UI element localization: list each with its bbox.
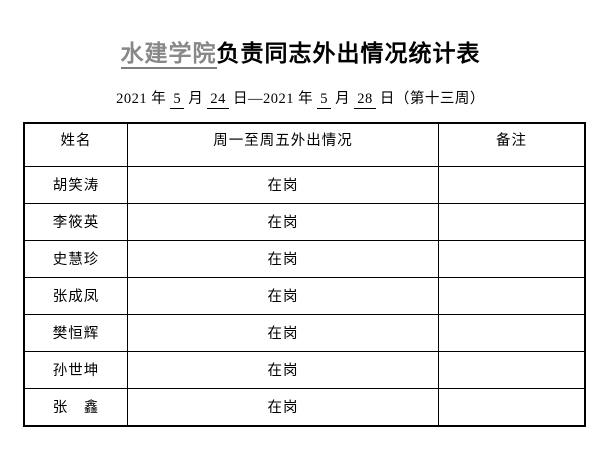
date-day-end: 28 xyxy=(354,90,376,109)
name-cell: 李筱英 xyxy=(23,202,128,241)
table-header-row: 姓名 周一至周五外出情况 备注 xyxy=(23,122,586,167)
status-cell: 在岗 xyxy=(127,165,439,204)
date-month-start: 5 xyxy=(170,90,185,109)
remark-cell xyxy=(438,276,586,315)
table-row: 李筱英 在岗 xyxy=(23,202,586,241)
remark-cell xyxy=(438,239,586,278)
page-title: 水建学院负责同志外出情况统计表 xyxy=(0,0,601,69)
table-row: 樊恒辉 在岗 xyxy=(23,313,586,352)
name-cell: 张成凤 xyxy=(23,276,128,315)
remark-cell xyxy=(438,202,586,241)
title-main: 负责同志外出情况统计表 xyxy=(216,41,481,66)
status-cell: 在岗 xyxy=(127,276,439,315)
name-cell: 胡笑涛 xyxy=(23,165,128,204)
date-day-start: 24 xyxy=(207,90,229,109)
status-cell: 在岗 xyxy=(127,387,439,427)
remark-cell xyxy=(438,350,586,389)
name-cell: 孙世坤 xyxy=(23,350,128,389)
status-cell: 在岗 xyxy=(127,350,439,389)
date-segment: 日（第十三周） xyxy=(379,90,485,107)
title-unit-placeholder: 水建学院 xyxy=(120,41,217,69)
name-cell: 樊恒辉 xyxy=(23,313,128,352)
date-segment: 月 xyxy=(335,90,351,107)
status-cell: 在岗 xyxy=(127,239,439,278)
date-segment: 月 xyxy=(188,90,204,107)
table-row: 胡笑涛 在岗 xyxy=(23,165,586,204)
table-row: 孙世坤 在岗 xyxy=(23,350,586,389)
attendance-table: 姓名 周一至周五外出情况 备注 胡笑涛 在岗 李筱英 在岗 史慧珍 在岗 张成凤… xyxy=(23,121,586,427)
column-header-name: 姓名 xyxy=(23,122,128,167)
table-row: 张成凤 在岗 xyxy=(23,276,586,315)
table-row: 史慧珍 在岗 xyxy=(23,239,586,278)
table-row: 张 鑫 在岗 xyxy=(23,387,586,427)
date-month-end: 5 xyxy=(317,90,331,109)
remark-cell xyxy=(438,313,586,352)
status-cell: 在岗 xyxy=(127,202,439,241)
remark-cell xyxy=(438,165,586,204)
status-cell: 在岗 xyxy=(127,313,439,352)
date-range-line: 2021 年 5 月 24 日—2021 年 5 月 28 日（第十三周） xyxy=(0,87,601,109)
date-segment: 2021 年 xyxy=(116,90,167,107)
date-segment: 日—2021 年 xyxy=(233,90,314,107)
remark-cell xyxy=(438,387,586,427)
column-header-status: 周一至周五外出情况 xyxy=(127,122,439,167)
name-cell: 张 鑫 xyxy=(23,387,128,427)
column-header-remark: 备注 xyxy=(438,122,586,167)
name-cell: 史慧珍 xyxy=(23,239,128,278)
